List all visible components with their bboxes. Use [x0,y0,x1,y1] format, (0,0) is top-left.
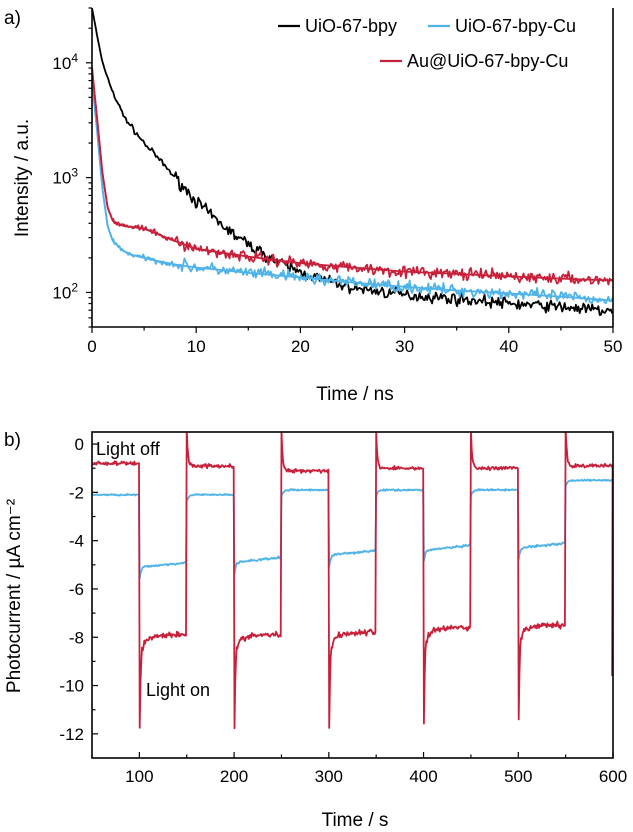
panel-b-y-tick-label: -8 [69,628,84,647]
panel-b-x-tick-label: 100 [125,767,153,786]
panel-a-y-tick-label: 103 [52,166,78,188]
panel-b-x-ticks: 100 200 300 400 500 600 [91,752,627,786]
panel-b: b) 100 200 300 400 500 600 0 -2 -4 -6 -8 -10 -12 Ti… [4,430,627,831]
panel-b-x-tick-label: 300 [315,767,343,786]
panel-b-x-tick-label: 600 [599,767,627,786]
panel-b-y-tick-label: -4 [69,532,84,551]
series-line-uio-67-bpy-cu [92,80,613,304]
panel-b-x-tick-label: 500 [504,767,532,786]
panel-a-x-axis-label: Time / ns [316,384,393,405]
panel-b-x-tick-label: 200 [220,767,248,786]
panel-a-y-tick-label: 104 [52,51,78,73]
legend-label-uio-67-bpy-cu: UiO-67-bpy-Cu [455,16,576,36]
panel-a-letter: a) [4,8,21,29]
panel-a-x-tick-label: 40 [499,337,518,356]
panel-a-x-tick-label: 20 [291,337,310,356]
panel-a-x-tick-label: 50 [604,337,623,356]
series-line-au-uio-67-bpy-cu [92,432,613,730]
panel-b-y-ticks: 0 -2 -4 -6 -8 -10 -12 [59,435,98,744]
panel-a-x-ticks: 0 10 20 30 40 50 [87,327,622,356]
panel-b-y-axis-label: Photocurrent / µA cm⁻² [4,499,25,693]
panel-b-y-tick-label: -2 [69,483,84,502]
fit-line-uio-67-bpy-cu [92,80,613,302]
panel-a-legend: UiO-67-bpy UiO-67-bpy-Cu Au@UiO-67-bpy-C… [278,16,576,71]
series-line-uio-67-bpy-cu [92,478,613,580]
panel-b-y-tick-label: -12 [59,725,84,744]
legend-label-uio-67-bpy: UiO-67-bpy [305,16,397,36]
annotation-light-on: Light on [146,680,210,700]
panel-a-x-tick-label: 0 [87,337,96,356]
panel-a: a) 0 10 20 30 40 50 102 103 104 Time / ns Inten… [4,7,622,405]
legend-label-au-uio-67-bpy-cu: Au@UiO-67-bpy-Cu [407,51,568,71]
panel-a-y-ticks: 102 103 104 [52,7,92,328]
panel-a-x-tick-label: 30 [395,337,414,356]
series-line-au-uio-67-bpy-cu [92,67,613,286]
series-line-uio-67-bpy [92,8,613,316]
annotation-light-off: Light off [96,439,161,459]
panel-b-x-axis-label: Time / s [322,810,389,831]
panel-a-y-axis-label: Intensity / a.u. [12,119,33,237]
panel-b-x-tick-label: 400 [409,767,437,786]
panel-b-y-tick-label: -6 [69,580,84,599]
panel-a-x-tick-label: 10 [187,337,206,356]
panel-b-y-tick-label: -10 [59,677,84,696]
panel-a-y-tick-label: 102 [52,280,78,302]
panel-b-letter: b) [4,430,21,451]
panel-a-plot-area [92,8,613,316]
panel-b-y-tick-label: 0 [75,435,84,454]
panel-b-frame [91,431,614,759]
panel-b-plot-area [92,432,613,730]
panel-b-axes [91,431,614,759]
fit-line-au-uio-67-bpy-cu [92,67,613,282]
